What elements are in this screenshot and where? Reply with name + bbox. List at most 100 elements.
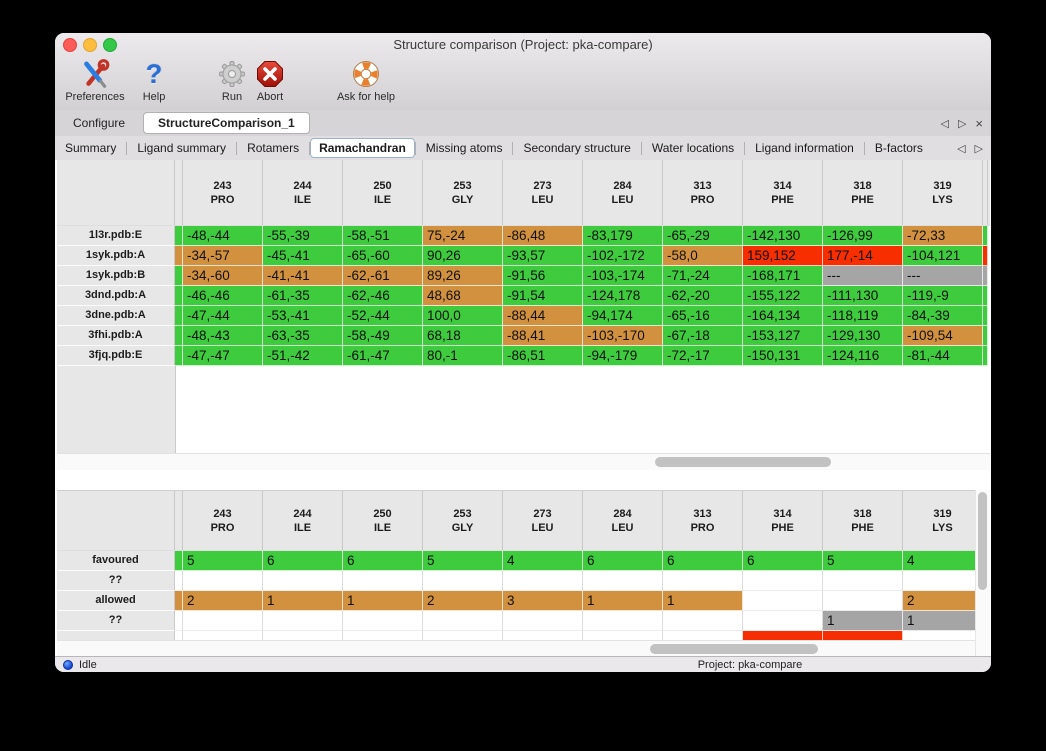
table-cell[interactable]: 2 (423, 591, 503, 611)
summary-vertical-scrollbar[interactable] (975, 490, 990, 656)
summary-vertical-scrollbar-thumb[interactable] (978, 492, 987, 590)
subtab-rotamers[interactable]: Rotamers (247, 141, 300, 155)
table-cell[interactable] (583, 571, 663, 591)
table-cell[interactable]: -102,-172 (583, 246, 663, 266)
table-cell[interactable]: 177,-14 (823, 246, 903, 266)
table-cell[interactable]: -126,99 (823, 226, 903, 246)
table-cell[interactable] (343, 571, 423, 591)
table-cell[interactable]: -103,-170 (583, 326, 663, 346)
partial-column-cell[interactable] (175, 551, 183, 571)
subtab-scroll-right-icon[interactable]: ▷ (974, 142, 983, 155)
table-cell[interactable]: -103,-174 (583, 266, 663, 286)
table-cell[interactable] (263, 611, 343, 631)
table-cell[interactable]: -61,-35 (263, 286, 343, 306)
table-cell[interactable]: --- (903, 266, 983, 286)
table-cell[interactable]: -47,-44 (183, 306, 263, 326)
table-cell[interactable]: 6 (663, 551, 743, 571)
table-cell[interactable]: 100,0 (423, 306, 503, 326)
partial-column-cell[interactable] (175, 571, 183, 591)
close-window-button[interactable] (63, 38, 77, 52)
partial-column-cell[interactable] (175, 591, 183, 611)
table-cell[interactable]: --- (823, 266, 903, 286)
table-cell[interactable]: -93,57 (503, 246, 583, 266)
table-cell[interactable]: -72,-17 (663, 346, 743, 366)
table-cell[interactable] (663, 611, 743, 631)
table-cell[interactable] (183, 611, 263, 631)
top-horizontal-scrollbar-thumb[interactable] (655, 457, 831, 467)
table-cell[interactable]: 80,-1 (423, 346, 503, 366)
tab-structurecomparison-1[interactable]: StructureComparison_1 (143, 112, 310, 134)
table-cell[interactable] (503, 571, 583, 591)
partial-column-cell[interactable] (175, 286, 183, 306)
subtab-water-locations[interactable]: Water locations (651, 141, 735, 155)
table-cell[interactable]: -119,-9 (903, 286, 983, 306)
abort-button[interactable]: Abort (249, 57, 291, 103)
table-cell[interactable]: -168,171 (743, 266, 823, 286)
partial-column-cell[interactable] (983, 266, 988, 286)
table-cell[interactable] (343, 611, 423, 631)
table-cell[interactable]: -46,-46 (183, 286, 263, 306)
run-button[interactable]: Run (213, 57, 251, 103)
table-cell[interactable]: 5 (823, 551, 903, 571)
table-cell[interactable]: -153,127 (743, 326, 823, 346)
ask-for-help-button[interactable]: Ask for help (331, 57, 401, 103)
table-cell[interactable]: 1 (663, 591, 743, 611)
table-cell[interactable] (423, 571, 503, 591)
table-cell[interactable] (663, 571, 743, 591)
table-cell[interactable]: 75,-24 (423, 226, 503, 246)
table-cell[interactable]: 6 (263, 551, 343, 571)
partial-column-cell[interactable] (983, 246, 988, 266)
table-cell[interactable]: -65,-60 (343, 246, 423, 266)
preferences-button[interactable]: Preferences (61, 57, 129, 103)
table-cell[interactable]: -104,121 (903, 246, 983, 266)
partial-column-cell[interactable] (983, 226, 988, 246)
table-cell[interactable]: -34,-57 (183, 246, 263, 266)
table-cell[interactable] (183, 571, 263, 591)
table-cell[interactable]: -129,130 (823, 326, 903, 346)
subtab-ligand-summary[interactable]: Ligand summary (137, 141, 227, 155)
table-cell[interactable]: -48,-44 (183, 226, 263, 246)
table-cell[interactable]: 6 (743, 551, 823, 571)
table-cell[interactable]: -84,-39 (903, 306, 983, 326)
tab-scroll-right-icon[interactable]: ▷ (957, 117, 967, 130)
table-cell[interactable]: -94,-179 (583, 346, 663, 366)
partial-column-cell[interactable] (175, 611, 183, 631)
table-cell[interactable]: 159,152 (743, 246, 823, 266)
table-cell[interactable] (583, 611, 663, 631)
partial-column-cell[interactable] (175, 246, 183, 266)
table-cell[interactable]: -111,130 (823, 286, 903, 306)
subtab-secondary-structure[interactable]: Secondary structure (523, 141, 631, 155)
table-cell[interactable]: 6 (343, 551, 423, 571)
table-cell[interactable]: -51,-42 (263, 346, 343, 366)
tab-configure[interactable]: Configure (73, 116, 126, 130)
table-cell[interactable]: 5 (183, 551, 263, 571)
table-cell[interactable]: -62,-20 (663, 286, 743, 306)
table-cell[interactable]: -45,-41 (263, 246, 343, 266)
table-cell[interactable]: 48,68 (423, 286, 503, 306)
minimize-window-button[interactable] (83, 38, 97, 52)
table-cell[interactable]: -83,179 (583, 226, 663, 246)
table-cell[interactable] (423, 611, 503, 631)
subtab-ramachandran[interactable]: Ramachandran (310, 138, 415, 158)
table-cell[interactable] (903, 571, 975, 591)
table-cell[interactable]: 1 (343, 591, 423, 611)
table-cell[interactable]: 1 (263, 591, 343, 611)
table-cell[interactable]: -34,-60 (183, 266, 263, 286)
table-cell[interactable]: 3 (503, 591, 583, 611)
table-cell[interactable]: -41,-41 (263, 266, 343, 286)
partial-column-cell[interactable] (175, 306, 183, 326)
table-cell[interactable]: 4 (903, 551, 975, 571)
table-cell[interactable]: -109,54 (903, 326, 983, 346)
table-cell[interactable]: -58,0 (663, 246, 743, 266)
partial-column-cell[interactable] (983, 306, 988, 326)
bottom-horizontal-scrollbar-thumb[interactable] (650, 644, 818, 654)
table-cell[interactable]: -62,-61 (343, 266, 423, 286)
table-cell[interactable]: 6 (583, 551, 663, 571)
subtab-ligand-information[interactable]: Ligand information (755, 141, 854, 155)
zoom-window-button[interactable] (103, 38, 117, 52)
table-cell[interactable]: -81,-44 (903, 346, 983, 366)
table-cell[interactable]: -55,-39 (263, 226, 343, 246)
table-cell[interactable]: 2 (183, 591, 263, 611)
table-cell[interactable]: 1 (823, 611, 903, 631)
table-cell[interactable]: -53,-41 (263, 306, 343, 326)
